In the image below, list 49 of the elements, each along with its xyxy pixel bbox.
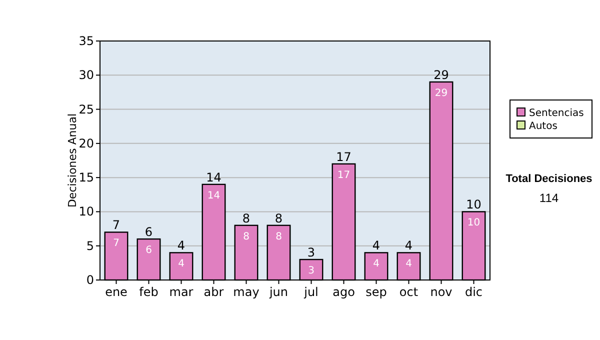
x-tick-label: nov — [430, 285, 452, 299]
legend-label: Autos — [529, 121, 558, 132]
y-tick-label: 5 — [86, 238, 94, 253]
total-label: 3 — [307, 246, 316, 260]
total-label: 4 — [177, 238, 186, 253]
data-label: 3 — [308, 266, 314, 277]
x-tick-label: may — [233, 285, 260, 299]
x-tick-label: ago — [332, 285, 355, 299]
x-tick-label: mar — [169, 285, 194, 299]
x-tick-label: ene — [105, 285, 128, 299]
x-tick-label: jun — [268, 285, 288, 299]
y-tick-label: 35 — [78, 34, 94, 48]
data-label: 17 — [337, 170, 350, 181]
data-label: 8 — [243, 231, 250, 242]
y-tick-label: 10 — [78, 204, 94, 219]
total-label: 4 — [372, 238, 380, 253]
y-tick-label: 15 — [78, 170, 94, 185]
data-label: 8 — [276, 231, 282, 242]
data-label: 14 — [207, 190, 220, 202]
y-tick-label: 30 — [78, 68, 94, 82]
total-label: 29 — [434, 68, 449, 82]
x-tick-label: sep — [366, 285, 387, 299]
data-label: 29 — [434, 88, 448, 99]
total-label: 10 — [466, 198, 482, 212]
total-label: 8 — [242, 211, 250, 226]
text: 114 — [539, 191, 559, 205]
x-tick-label: oct — [399, 285, 418, 299]
text: Total Decisiones — [506, 173, 592, 185]
legend-label: Sentencias — [529, 108, 584, 119]
x-tick-label: dic — [464, 285, 483, 299]
total-label: 8 — [274, 211, 283, 226]
x-tick-label: feb — [139, 285, 158, 299]
data-label: 10 — [467, 218, 480, 229]
data-label: 7 — [113, 238, 120, 250]
data-label: 4 — [373, 258, 380, 270]
y-tick-label: 0 — [86, 273, 94, 287]
y-axis-title: Decisiones Anual — [66, 113, 79, 208]
data-label: 4 — [178, 258, 184, 270]
data-label: 6 — [146, 245, 152, 256]
y-tick-label: 25 — [78, 102, 94, 116]
total-label: 6 — [144, 225, 153, 240]
y-tick-label: 20 — [78, 136, 94, 150]
x-tick-label: abr — [204, 285, 224, 299]
total-label: 14 — [206, 170, 222, 184]
total-label: 7 — [112, 218, 120, 232]
data-label: 4 — [406, 258, 412, 270]
total-label: 4 — [404, 238, 413, 253]
x-tick-label: jul — [303, 285, 318, 299]
total-label: 17 — [336, 150, 352, 164]
